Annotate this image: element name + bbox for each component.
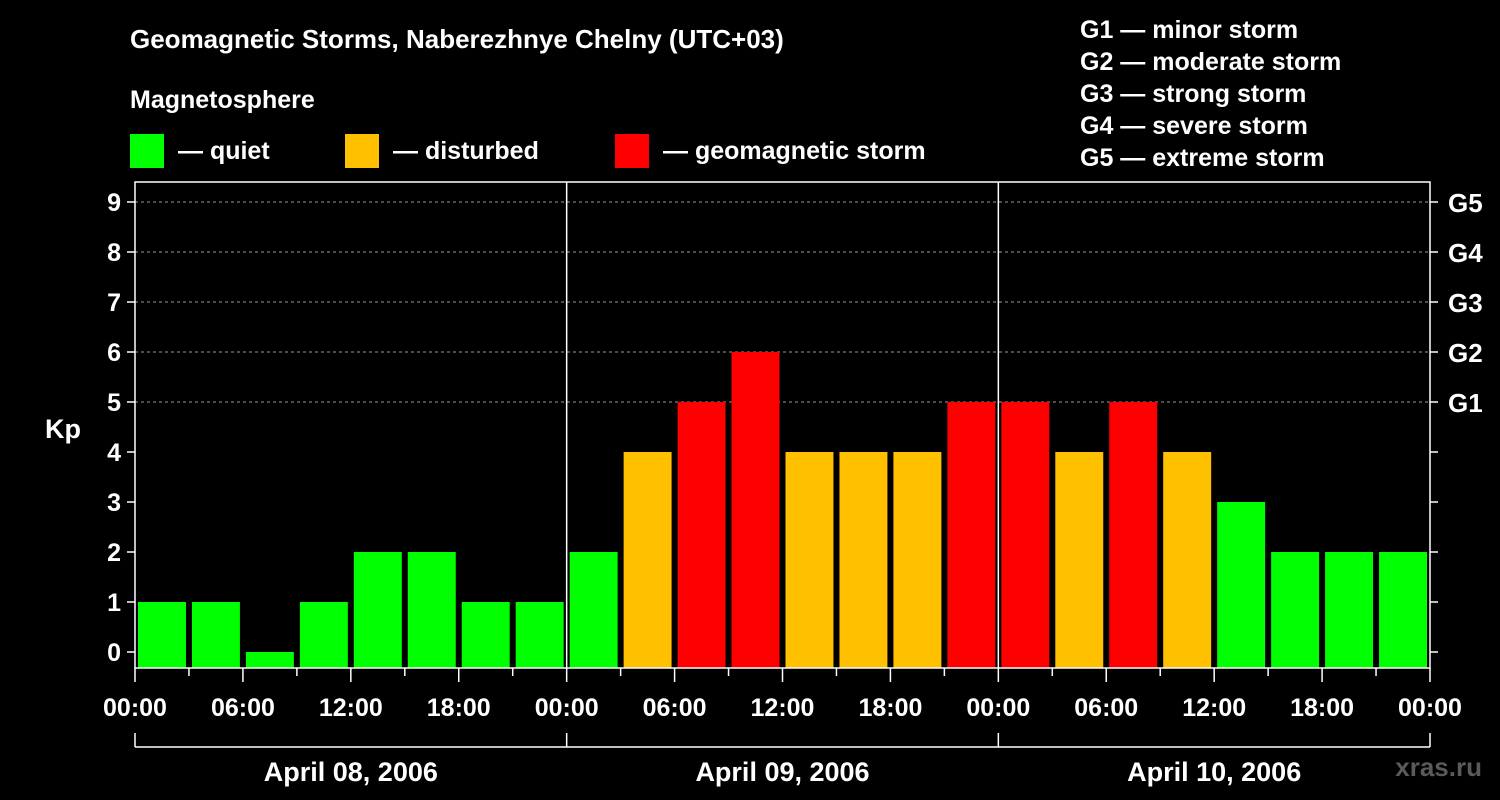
y-tick-label: 6 — [107, 339, 121, 367]
y-tick-label: 0 — [107, 639, 121, 667]
kp-bar — [947, 402, 996, 668]
g-scale-g1: G1 — minor storm — [1080, 16, 1299, 44]
legend-disturbed-label: — disturbed — [393, 136, 539, 165]
kp-bar — [191, 602, 240, 668]
chart-title: Geomagnetic Storms, Naberezhnye Chelny (… — [130, 24, 784, 54]
kp-bar — [1001, 402, 1050, 668]
kp-bar — [677, 402, 726, 668]
y-tick-label: 5 — [107, 389, 121, 417]
x-tick-label: 18:00 — [858, 694, 922, 722]
legend-disturbed-swatch — [345, 134, 379, 168]
x-tick-label: 00:00 — [103, 694, 167, 722]
g-tick-label: G1 — [1448, 388, 1483, 418]
kp-bar — [299, 602, 348, 668]
y-tick-label: 1 — [107, 589, 121, 617]
day-label: April 09, 2006 — [695, 757, 869, 787]
legend-quiet-swatch — [130, 134, 164, 168]
legend-storm: — geomagnetic storm — [615, 134, 926, 168]
x-tick-label: 06:00 — [211, 694, 275, 722]
kp-bar — [138, 602, 186, 668]
x-tick-label: 06:00 — [643, 694, 707, 722]
kp-bar — [623, 452, 672, 668]
g-scale-g2: G2 — moderate storm — [1080, 48, 1342, 76]
kp-bar — [245, 652, 294, 668]
x-tick-label: 00:00 — [1398, 694, 1462, 722]
y-tick-label: 7 — [107, 289, 121, 317]
x-tick-label: 00:00 — [535, 694, 599, 722]
legend-disturbed: — disturbed — [345, 134, 539, 168]
legend-storm-swatch — [615, 134, 649, 168]
y-tick-label: 8 — [107, 239, 121, 267]
g-scale-g5: G5 — extreme storm — [1080, 144, 1325, 172]
g-tick-label: G3 — [1448, 288, 1483, 318]
x-tick-label: 00:00 — [966, 694, 1030, 722]
legend-quiet-label: — quiet — [178, 136, 270, 165]
x-tick-label: 06:00 — [1074, 694, 1138, 722]
x-tick-label: 12:00 — [751, 694, 815, 722]
y-tick-label: 4 — [107, 439, 121, 467]
day-label: April 10, 2006 — [1127, 757, 1301, 787]
kp-bar — [1163, 452, 1212, 668]
y-axis-label: Kp — [45, 414, 81, 444]
kp-bar — [1379, 552, 1427, 668]
kp-bar — [893, 452, 942, 668]
g-scale-g4: G4 — severe storm — [1080, 112, 1308, 140]
legend-quiet: — quiet — [130, 134, 270, 168]
x-tick-label: 12:00 — [319, 694, 383, 722]
kp-bar — [1325, 552, 1374, 668]
kp-bar — [1055, 452, 1104, 668]
kp-bar — [785, 452, 834, 668]
kp-bar — [1217, 502, 1266, 668]
g-scale-g3: G3 — strong storm — [1080, 80, 1307, 108]
y-tick-label: 2 — [107, 539, 121, 567]
x-tick-label: 12:00 — [1182, 694, 1246, 722]
kp-bar — [1109, 402, 1158, 668]
y-tick-label: 3 — [107, 489, 121, 517]
kp-bar — [569, 552, 618, 668]
kp-bar — [461, 602, 510, 668]
day-label: April 08, 2006 — [264, 757, 438, 787]
magnetosphere-label: Magnetosphere — [130, 86, 315, 114]
kp-bar — [407, 552, 456, 668]
x-tick-label: 18:00 — [427, 694, 491, 722]
g-tick-label: G2 — [1448, 338, 1483, 368]
watermark: xras.ru — [1395, 752, 1482, 782]
legend-storm-label: — geomagnetic storm — [663, 136, 926, 165]
kp-bar — [515, 602, 564, 668]
kp-bar — [731, 352, 780, 668]
kp-bar — [1271, 552, 1320, 668]
g-tick-label: G4 — [1448, 238, 1483, 268]
x-tick-label: 18:00 — [1290, 694, 1354, 722]
g-tick-label: G5 — [1448, 188, 1483, 218]
kp-bar — [353, 552, 402, 668]
kp-bar — [839, 452, 888, 668]
g-scale-legend: G1 — minor storm G2 — moderate storm G3 … — [1080, 14, 1341, 174]
y-tick-label: 9 — [107, 189, 121, 217]
